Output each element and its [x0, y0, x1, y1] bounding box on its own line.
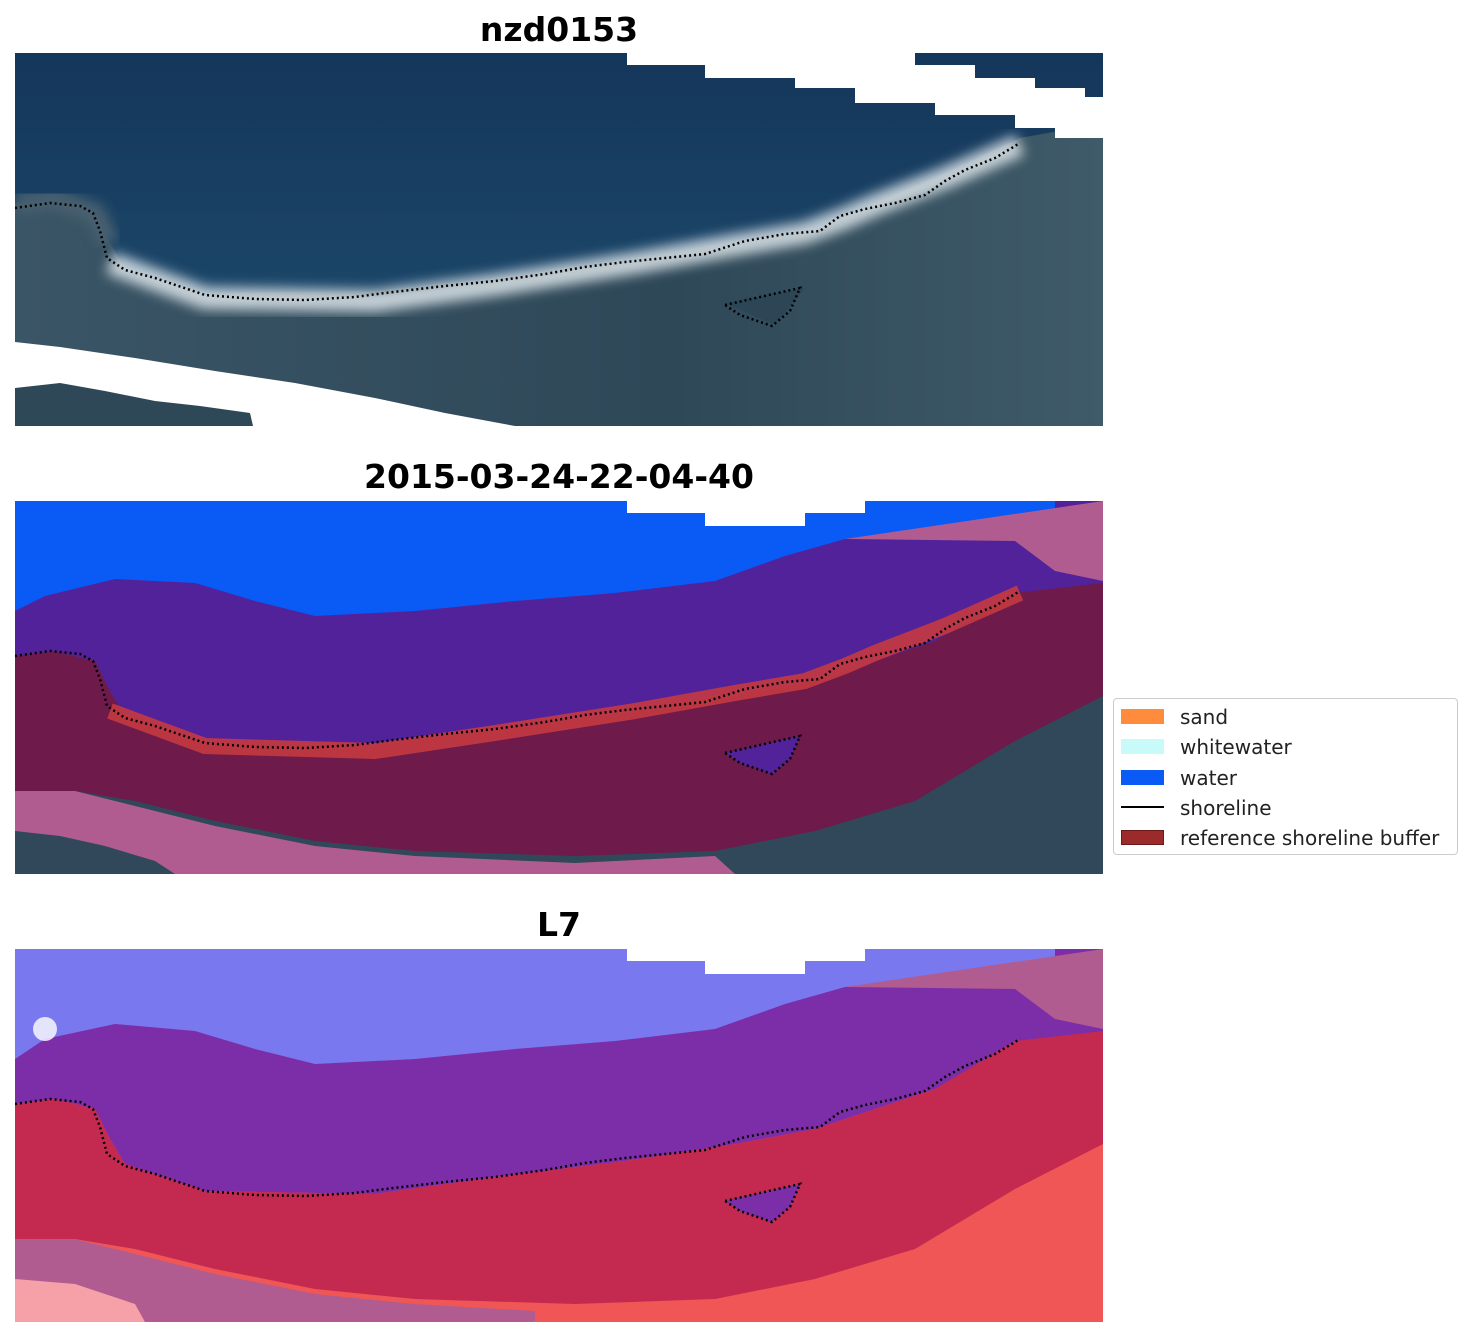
panel-title-1: nzd0153 [479, 10, 639, 49]
legend-swatch-water [1121, 770, 1164, 785]
legend-label: shoreline [1180, 796, 1272, 820]
legend-swatch-sand [1121, 709, 1164, 724]
legend-item-reference-buffer: reference shoreline buffer [1114, 822, 1457, 852]
legend-item-sand: sand [1114, 701, 1457, 731]
legend: sand whitewater water shoreline referenc… [1113, 698, 1458, 855]
legend-swatch-reference-buffer [1121, 830, 1164, 845]
legend-swatch-whitewater [1121, 739, 1164, 754]
legend-label: whitewater [1180, 735, 1292, 759]
legend-label: sand [1180, 705, 1229, 729]
legend-item-water: water [1114, 762, 1457, 792]
index-image [15, 949, 1103, 1322]
legend-line-shoreline [1121, 806, 1164, 808]
panel-title-3: L7 [537, 905, 581, 944]
legend-item-whitewater: whitewater [1114, 731, 1457, 761]
legend-label: reference shoreline buffer [1180, 826, 1440, 850]
rgb-satellite-image [15, 53, 1103, 426]
legend-label: water [1180, 766, 1237, 790]
legend-item-shoreline: shoreline [1114, 792, 1457, 822]
classified-image [15, 501, 1103, 874]
panel-title-2: 2015-03-24-22-04-40 [364, 457, 754, 496]
